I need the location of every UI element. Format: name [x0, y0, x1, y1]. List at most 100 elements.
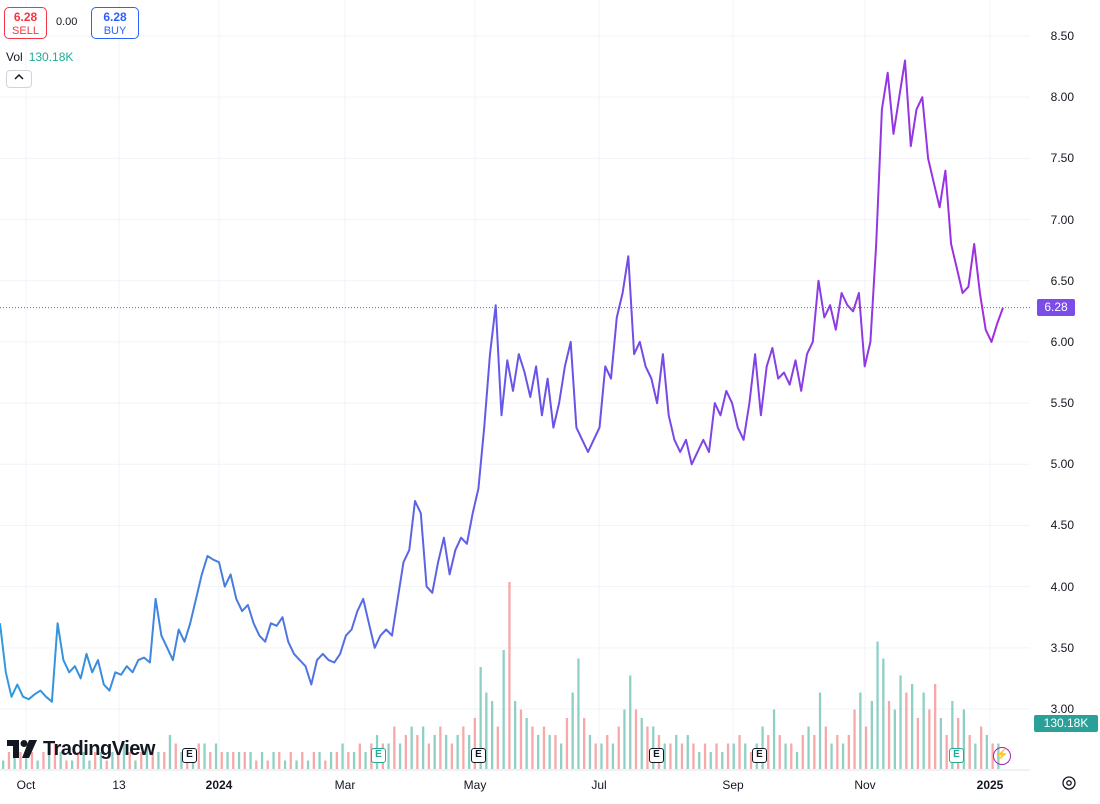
- volume-legend-label: Vol: [6, 50, 23, 64]
- volume-bar: [916, 718, 919, 769]
- volume-bar: [623, 709, 626, 769]
- volume-value-label: 130.18K: [1034, 715, 1098, 732]
- spread-value: 0.00: [56, 16, 78, 28]
- earnings-marker[interactable]: E: [649, 748, 664, 763]
- volume-bar: [646, 726, 649, 769]
- volume-bar: [410, 726, 413, 769]
- volume-bar: [663, 743, 666, 769]
- volume-bar: [537, 735, 540, 769]
- volume-bar: [853, 709, 856, 769]
- volume-bar: [197, 743, 200, 769]
- tradingview-logo[interactable]: TradingView: [7, 738, 155, 760]
- chart-grid: [0, 0, 1030, 770]
- volume-bar: [870, 701, 873, 769]
- volume-bar: [680, 743, 684, 769]
- volume-bar: [289, 752, 292, 769]
- volume-bar: [675, 735, 678, 769]
- volume-bar: [698, 752, 701, 769]
- volume-bar: [76, 752, 80, 769]
- volume-bar: [433, 735, 436, 769]
- volume-bar: [778, 735, 781, 769]
- volume-bar: [7, 752, 11, 769]
- price-axis-tick: 3.50: [1050, 640, 1074, 655]
- volume-bar: [404, 735, 407, 769]
- price-axis-tick: 6.50: [1050, 273, 1074, 288]
- volume-bar: [88, 760, 91, 769]
- earnings-marker[interactable]: E: [949, 748, 964, 763]
- volume-bar: [427, 743, 430, 769]
- volume-bar: [974, 743, 977, 769]
- volume-bar: [111, 752, 114, 769]
- volume-bar: [508, 582, 511, 769]
- buy-button[interactable]: 6.28 BUY: [91, 7, 139, 39]
- price-axis-tick: 4.00: [1050, 579, 1074, 594]
- volume-bar: [36, 760, 39, 769]
- price-axis-tick: 5.00: [1050, 457, 1074, 472]
- volume-bar: [128, 752, 131, 769]
- volume-bar: [876, 641, 879, 769]
- chevron-up-icon: [14, 73, 24, 80]
- volume-bar: [784, 743, 787, 769]
- volume-bar: [841, 743, 845, 769]
- sell-button[interactable]: 6.28 SELL: [4, 7, 47, 39]
- volume-legend: Vol 130.18K: [6, 50, 73, 64]
- earnings-marker[interactable]: E: [752, 748, 767, 763]
- time-axis-tick: 2024: [205, 778, 233, 792]
- volume-bar: [818, 692, 822, 769]
- volume-bar: [801, 735, 804, 769]
- volume-bar: [634, 709, 638, 769]
- volume-bar: [479, 667, 482, 769]
- lightning-icon[interactable]: ⚡: [993, 747, 1011, 765]
- volume-bar: [957, 718, 960, 769]
- volume-bar: [951, 701, 954, 769]
- volume-bar: [105, 760, 108, 769]
- volume-bar: [968, 735, 971, 769]
- price-axis-tick: 8.00: [1050, 90, 1074, 105]
- volume-bar: [859, 692, 862, 769]
- volume-bar: [416, 735, 419, 769]
- volume-bar: [749, 752, 753, 769]
- volume-bar: [726, 743, 730, 769]
- volume-bar: [214, 743, 218, 769]
- volume-bar: [790, 743, 793, 769]
- volume-bar: [272, 752, 275, 769]
- volume-bar: [42, 752, 45, 769]
- volume-bar: [456, 735, 459, 769]
- volume-bar: [911, 684, 914, 769]
- earnings-marker[interactable]: E: [371, 748, 386, 763]
- volume-bars: [2, 582, 1000, 769]
- volume-bar: [491, 701, 494, 769]
- volume-bar: [53, 743, 57, 769]
- volume-bar: [387, 743, 390, 769]
- price-series-line: [0, 59, 1004, 703]
- volume-bar: [180, 752, 183, 769]
- volume-bar: [640, 718, 643, 769]
- volume-bar: [48, 752, 51, 769]
- volume-bar: [335, 752, 338, 769]
- volume-bar: [629, 675, 632, 769]
- volume-bar: [278, 752, 281, 769]
- collapse-legend-button[interactable]: [6, 70, 32, 88]
- volume-bar: [174, 743, 177, 769]
- volume-bar: [548, 735, 551, 769]
- volume-bar: [71, 760, 74, 769]
- volume-bar: [122, 743, 126, 769]
- earnings-marker[interactable]: E: [471, 748, 486, 763]
- gear-icon[interactable]: [1061, 775, 1077, 791]
- volume-bar: [352, 752, 356, 769]
- volume-bar: [652, 726, 655, 769]
- volume-bar: [531, 726, 534, 769]
- earnings-marker[interactable]: E: [182, 748, 197, 763]
- volume-bar: [611, 743, 615, 769]
- volume-bar: [462, 726, 465, 769]
- volume-bar: [347, 752, 350, 769]
- volume-bar: [59, 752, 62, 769]
- time-axis-tick: Oct: [16, 778, 36, 792]
- volume-bar: [577, 658, 580, 769]
- time-axis-tick: 13: [112, 778, 126, 792]
- volume-bar: [560, 743, 563, 769]
- volume-bar: [565, 718, 569, 769]
- time-axis-tick: Nov: [854, 778, 876, 792]
- volume-bar: [847, 735, 850, 769]
